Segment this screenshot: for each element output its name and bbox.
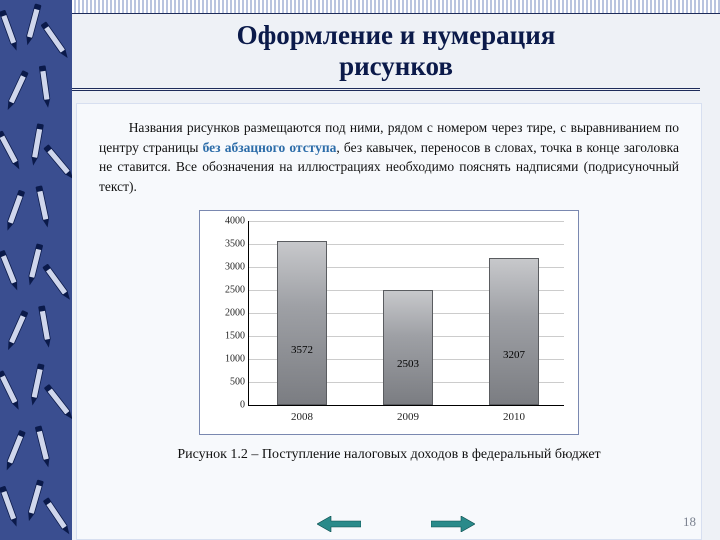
chart-gridline [249, 221, 564, 222]
chart-xtick: 2009 [397, 411, 419, 423]
chart-xtick: 2010 [503, 411, 525, 423]
chart-ytick: 0 [240, 400, 245, 411]
content-box: Названия рисунков размещаются под ними, … [76, 103, 702, 540]
chart-ytick: 500 [230, 377, 245, 388]
revenue-bar-chart: 0 500 1000 1500 2000 2500 3000 3500 4000 3572 2008… [199, 210, 579, 435]
chart-bar: 2503 [383, 290, 433, 405]
para-highlight: без абзацного отступа [203, 140, 337, 155]
top-stripe-decoration [72, 0, 720, 14]
title-line-1: Оформление и нумерация [237, 20, 556, 50]
pen-pattern-icon [0, 0, 72, 540]
main-panel: Оформление и нумерация рисунков Названия… [72, 0, 720, 540]
chart-bar-value: 3207 [503, 349, 525, 361]
chart-ytick: 1500 [225, 331, 245, 342]
page-title: Оформление и нумерация рисунков [72, 14, 720, 91]
decorative-sidebar [0, 0, 72, 540]
chart-bar-value: 2503 [397, 358, 419, 370]
page-number: 18 [683, 514, 696, 530]
next-arrow-icon[interactable] [431, 516, 475, 532]
chart-ytick: 2000 [225, 308, 245, 319]
chart-xtick: 2008 [291, 411, 313, 423]
chart-bar-value: 3572 [291, 344, 313, 356]
chart-ytick: 3000 [225, 262, 245, 273]
chart-ytick: 4000 [225, 216, 245, 227]
nav-arrows [317, 516, 475, 532]
chart-bar: 3207 [489, 258, 539, 406]
chart-ytick: 1000 [225, 354, 245, 365]
prev-arrow-icon[interactable] [317, 516, 361, 532]
chart-plot-area: 0500100015002000250030003500400035722008… [248, 221, 564, 406]
body-paragraph: Названия рисунков размещаются под ними, … [99, 118, 679, 196]
title-line-2: рисунков [339, 51, 453, 81]
chart-ytick: 3500 [225, 239, 245, 250]
title-underline [72, 88, 700, 91]
figure-caption: Рисунок 1.2 – Поступление налоговых дохо… [99, 447, 679, 463]
chart-ytick: 2500 [225, 285, 245, 296]
chart-bar: 3572 [277, 241, 327, 405]
